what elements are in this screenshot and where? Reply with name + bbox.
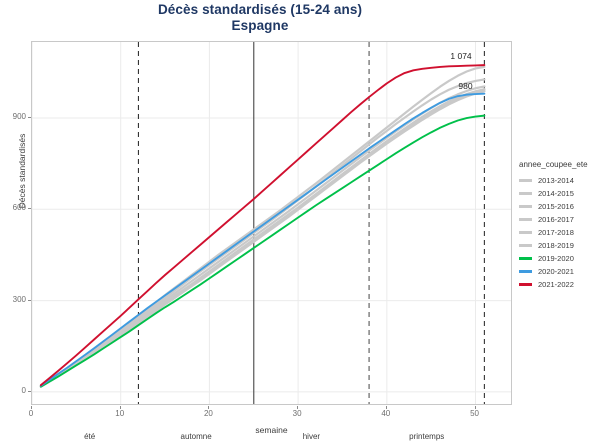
title-block: Décès standardisés (15-24 ans) Espagne xyxy=(0,2,520,35)
legend-item-label: 2014-2015 xyxy=(538,189,574,198)
y-axis-title: Décès standardisés xyxy=(17,133,27,209)
legend-item-2017-2018[interactable]: 2017-2018 xyxy=(519,226,605,239)
legend-item-2016-2017[interactable]: 2016-2017 xyxy=(519,213,605,226)
y-tick-mark xyxy=(28,208,31,210)
legend-key-swatch xyxy=(519,244,532,247)
x-tick-mark xyxy=(119,406,121,409)
legend-item-2015-2016[interactable]: 2015-2016 xyxy=(519,200,605,213)
legend-item-2014-2015[interactable]: 2014-2015 xyxy=(519,187,605,200)
y-tick-mark xyxy=(28,117,31,119)
legend-item-label: 2020-2021 xyxy=(538,267,574,276)
legend-item-2013-2014[interactable]: 2013-2014 xyxy=(519,174,605,187)
legend-item-label: 2015-2016 xyxy=(538,202,574,211)
x-tick-label: 20 xyxy=(203,409,213,418)
y-tick-mark xyxy=(28,299,31,301)
chart-subtitle: Espagne xyxy=(231,18,289,34)
series-line-2019-2020 xyxy=(39,114,486,388)
legend-rows: 2013-2014 2014-2015 2015-2016 2016-2017 2017… xyxy=(519,174,605,291)
x-tick-label: 0 xyxy=(28,409,34,418)
season-label-printemps: printemps xyxy=(409,432,445,441)
y-tick-mark xyxy=(28,390,31,392)
y-tick-label: 600 xyxy=(12,203,26,213)
legend-key-swatch xyxy=(519,231,532,234)
legend-item-2021-2022[interactable]: 2021-2022 xyxy=(519,278,605,291)
season-label-été: été xyxy=(84,432,96,441)
legend-key-swatch xyxy=(519,192,532,195)
season-label-automne: automne xyxy=(180,432,212,441)
legend-item-label: 2021-2022 xyxy=(538,280,574,289)
series-line-2021-2022 xyxy=(39,64,486,387)
x-tick-label: 30 xyxy=(292,409,302,418)
legend-key-swatch xyxy=(519,257,532,260)
plot-svg xyxy=(32,42,511,404)
x-tick-label: 50 xyxy=(470,409,479,418)
x-tick-mark xyxy=(208,406,210,409)
legend-item-2020-2021[interactable]: 2020-2021 xyxy=(519,265,605,278)
value-annotation: 1 074 xyxy=(450,51,472,62)
legend-key-swatch xyxy=(519,205,532,208)
legend-key-swatch xyxy=(519,283,532,286)
legend-item-label: 2018-2019 xyxy=(538,241,574,250)
x-tick-mark xyxy=(31,406,32,409)
legend: annee_coupee_ete 2013-2014 2014-2015 2015-… xyxy=(519,160,605,291)
series-line-2020-2021 xyxy=(39,92,486,387)
series-line-2014-2015 xyxy=(39,78,486,388)
page-title: Décès standardisés (15-24 ans) xyxy=(157,2,363,17)
legend-item-2018-2019[interactable]: 2018-2019 xyxy=(519,239,605,252)
x-tick-mark xyxy=(385,406,387,409)
legend-item-label: 2016-2017 xyxy=(538,215,574,224)
x-tick-label: 10 xyxy=(115,409,125,418)
legend-title: annee_coupee_ete xyxy=(519,160,588,169)
legend-item-2019-2020[interactable]: 2019-2020 xyxy=(519,252,605,265)
x-tick-label: 40 xyxy=(381,409,391,418)
y-tick-label: 0 xyxy=(21,385,26,395)
y-tick-label: 900 xyxy=(12,112,26,122)
x-tick-mark xyxy=(474,406,476,409)
plot-area: été automne hiver printemps 1 074 980 xyxy=(31,41,512,441)
legend-key-swatch xyxy=(519,179,532,182)
season-label-hiver: hiver xyxy=(302,432,321,441)
value-annotation: 980 xyxy=(458,80,473,91)
x-tick-mark xyxy=(297,406,299,409)
legend-key-swatch xyxy=(519,218,532,221)
y-tick-label: 300 xyxy=(12,294,26,304)
legend-item-label: 2017-2018 xyxy=(538,228,574,237)
legend-key-swatch xyxy=(519,270,532,273)
legend-item-label: 2019-2020 xyxy=(538,254,574,263)
legend-item-label: 2013-2014 xyxy=(538,176,574,185)
x-axis-title: semaine xyxy=(255,425,288,435)
series-line-2013-2014 xyxy=(39,65,486,387)
